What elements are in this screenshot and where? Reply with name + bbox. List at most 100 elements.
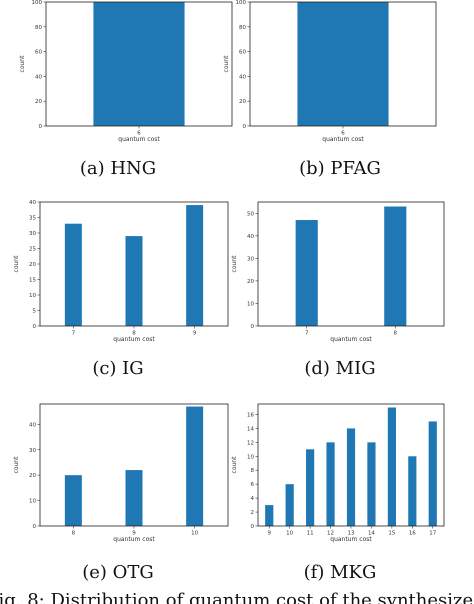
bar-10 xyxy=(186,406,204,526)
bar-11 xyxy=(306,449,315,526)
y-tick-label: 40 xyxy=(35,74,42,80)
bar-9 xyxy=(186,205,204,326)
caption-c: (c) IG xyxy=(92,358,143,379)
y-tick-label: 10 xyxy=(29,293,36,299)
x-tick-label: 15 xyxy=(388,531,395,537)
bar-9 xyxy=(125,470,143,526)
x-axis-label: quantum cost xyxy=(330,336,372,343)
y-tick-label: 16 xyxy=(247,412,254,418)
y-tick-label: 8 xyxy=(251,468,255,474)
y-tick-label: 4 xyxy=(251,496,255,502)
y-tick-label: 10 xyxy=(247,301,254,307)
y-tick-label: 20 xyxy=(29,473,36,479)
y-tick-label: 6 xyxy=(251,482,255,488)
bar-10 xyxy=(285,484,294,526)
y-tick-label: 40 xyxy=(29,422,36,428)
caption-b: (b) PFAG xyxy=(299,158,381,179)
y-tick-label: 50 xyxy=(247,211,254,217)
x-tick-label: 9 xyxy=(193,331,197,337)
y-tick-label: 80 xyxy=(35,25,42,31)
bar-8 xyxy=(64,475,82,526)
bar-17 xyxy=(428,421,437,526)
chart-panel-ig: 0 5 10 15 20 25 30 35 40 7 8 9 quantum cost count xyxy=(13,200,229,343)
y-axis-label: count xyxy=(231,255,238,273)
bar-15 xyxy=(387,407,396,526)
plot-frame xyxy=(257,201,445,327)
chart-panel-mkg: 0 2 4 6 8 10 12 14 16 9 10 11 12 13 14 15 16 17 quantum co… xyxy=(231,403,445,543)
x-tick-label: 14 xyxy=(368,531,375,537)
bar-9 xyxy=(265,505,274,526)
x-tick-label: 9 xyxy=(267,531,271,537)
y-tick-label: 0 xyxy=(251,524,255,530)
y-axis-label: count xyxy=(231,456,238,474)
bar-8 xyxy=(125,236,143,326)
y-tick-label: 60 xyxy=(35,50,42,56)
x-tick-label: 9 xyxy=(132,531,136,537)
x-tick-label: 6 xyxy=(137,131,141,137)
bar-12 xyxy=(326,442,335,526)
x-tick-label: 11 xyxy=(307,531,314,537)
x-tick-label: 12 xyxy=(327,531,334,537)
y-tick-label: 0 xyxy=(243,124,247,130)
y-tick-label: 60 xyxy=(239,50,246,56)
caption-a: (a) HNG xyxy=(80,158,156,179)
bar-8 xyxy=(384,206,407,326)
y-axis-label: count xyxy=(13,255,20,273)
bar-13 xyxy=(346,428,356,526)
chart-panel-otg: 0 10 20 30 40 8 9 10 quantum cost count xyxy=(13,403,229,543)
y-tick-label: 80 xyxy=(239,25,246,31)
y-tick-label: 20 xyxy=(247,279,254,285)
bar-16 xyxy=(408,456,417,526)
y-tick-label: 0 xyxy=(33,324,37,330)
x-tick-label: 16 xyxy=(409,531,416,537)
y-tick-label: 100 xyxy=(32,0,43,6)
y-tick-label: 0 xyxy=(39,124,43,130)
y-tick-label: 10 xyxy=(29,499,36,505)
y-tick-label: 25 xyxy=(29,247,36,253)
bar-14 xyxy=(367,442,376,526)
caption-f: (f) MKG xyxy=(304,562,377,583)
x-axis-label: quantum cost xyxy=(113,336,155,343)
x-tick-label: 7 xyxy=(305,331,309,337)
y-tick-label: 14 xyxy=(247,426,254,432)
x-axis-label: quantum cost xyxy=(118,136,160,143)
bar-6 xyxy=(297,2,389,126)
y-tick-label: 0 xyxy=(251,324,255,330)
chart-panel-mig: 0 10 20 30 40 50 7 8 quantum cost count xyxy=(231,201,445,343)
y-tick-label: 40 xyxy=(247,234,254,240)
x-tick-label: 8 xyxy=(72,531,76,537)
x-axis-label: quantum cost xyxy=(322,136,364,143)
y-tick-label: 20 xyxy=(239,99,246,105)
y-axis-label: count xyxy=(223,55,230,73)
y-tick-label: 12 xyxy=(247,440,254,446)
figure-caption: Fig. 8: Distribution of quantum cost of … xyxy=(0,590,474,604)
x-tick-label: 7 xyxy=(72,331,76,337)
y-tick-label: 10 xyxy=(247,454,254,460)
caption-d: (d) MIG xyxy=(304,358,375,379)
y-tick-label: 100 xyxy=(236,0,247,6)
x-tick-label: 8 xyxy=(132,331,136,337)
y-tick-label: 30 xyxy=(29,231,36,237)
x-axis-label: quantum cost xyxy=(330,536,372,543)
y-tick-label: 35 xyxy=(29,216,36,222)
x-tick-label: 10 xyxy=(191,531,198,537)
caption-e: (e) OTG xyxy=(82,562,154,583)
y-tick-label: 2 xyxy=(251,510,255,516)
y-tick-label: 30 xyxy=(247,256,254,262)
y-tick-label: 30 xyxy=(29,448,36,454)
bar-7 xyxy=(295,220,318,326)
bar-6 xyxy=(93,2,185,126)
y-tick-label: 40 xyxy=(239,74,246,80)
y-axis-label: count xyxy=(19,55,26,73)
y-axis-label: count xyxy=(13,456,20,474)
y-tick-label: 15 xyxy=(29,278,36,284)
y-tick-label: 20 xyxy=(29,262,36,268)
y-tick-label: 0 xyxy=(33,524,37,530)
x-tick-label: 10 xyxy=(286,531,293,537)
x-tick-label: 6 xyxy=(341,131,345,137)
y-tick-label: 20 xyxy=(35,99,42,105)
x-axis-label: quantum cost xyxy=(113,536,155,543)
x-tick-label: 17 xyxy=(429,531,436,537)
